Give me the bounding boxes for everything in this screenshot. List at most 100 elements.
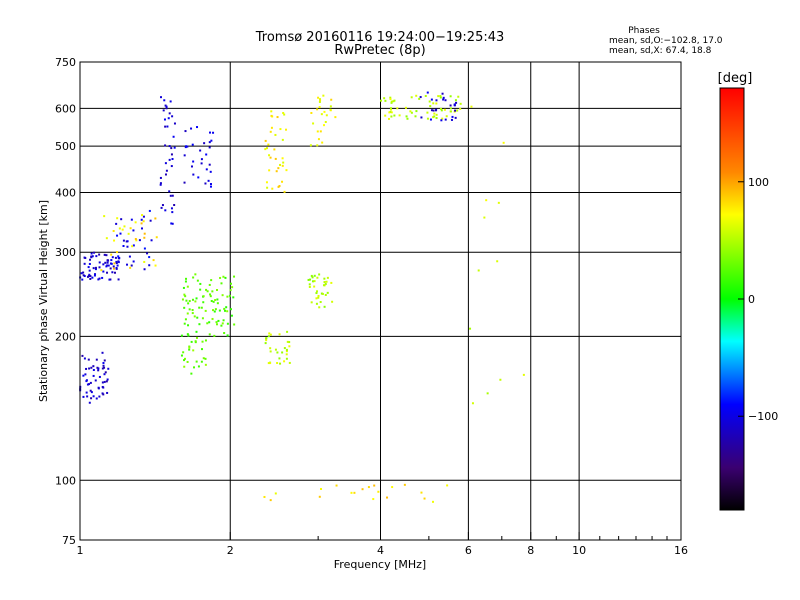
data-point [197,365,200,368]
data-point [415,94,418,97]
data-point [278,333,281,336]
data-point [104,261,107,264]
data-point [183,365,186,368]
data-point [409,110,412,113]
data-point [222,319,225,322]
data-point [330,98,333,101]
data-point [325,280,328,283]
data-point [276,116,279,119]
data-point [268,154,271,157]
data-point [433,112,436,115]
data-point [198,306,201,309]
data-point [319,301,322,304]
data-point [216,298,219,301]
data-point [164,162,167,165]
data-point [101,351,104,354]
data-point [329,105,332,108]
data-point [143,232,146,235]
data-point [455,101,458,104]
data-point [107,367,110,370]
data-point [117,255,120,258]
data-point [183,181,186,184]
data-point [209,293,212,296]
data-point [435,102,438,105]
data-point [386,496,389,499]
data-point [283,190,286,193]
data-point [206,322,209,325]
data-point [279,362,282,365]
data-point [316,290,319,293]
data-point [324,283,327,286]
data-point [390,115,393,118]
data-point [285,348,288,351]
data-point [150,239,153,242]
data-point [271,115,274,118]
data-point [112,229,115,232]
data-point [269,362,272,365]
data-point [115,260,118,263]
data-point [432,500,435,503]
data-point [323,124,326,127]
data-point [211,290,214,293]
data-point [435,99,438,102]
data-point [230,314,233,317]
data-point [165,169,168,172]
data-point [195,336,198,339]
data-point [208,141,211,144]
data-point [209,185,212,188]
y-tick-label: 200 [55,330,76,343]
data-point [268,332,271,335]
data-point [214,308,217,311]
data-point [181,298,184,301]
data-point [132,260,135,263]
data-point [267,335,270,338]
data-points [79,91,525,503]
data-point [454,99,457,102]
grid-lines [79,61,682,541]
data-point [89,277,92,280]
data-point [97,369,100,372]
data-point [82,271,85,274]
data-point [90,252,93,255]
data-point [168,158,171,161]
data-point [211,309,214,312]
data-point [313,285,316,288]
colorbar-label: [deg] [718,71,753,86]
data-point [98,395,101,398]
data-point [108,278,111,281]
data-point [190,127,193,130]
data-point [205,153,208,156]
data-point [213,334,216,337]
data-point [130,218,133,221]
data-point [269,499,272,502]
data-point [113,262,116,265]
data-point [87,358,90,361]
data-point [102,364,105,367]
data-point [316,276,319,279]
data-point [88,273,91,276]
data-point [384,99,387,102]
data-point [522,373,525,376]
data-point [222,275,225,278]
x-tick-label: 1 [77,544,84,557]
data-point [273,148,276,151]
data-point [98,277,101,280]
data-point [388,117,391,120]
data-point [188,348,191,351]
data-point [442,96,445,99]
data-point [201,340,204,343]
data-point [160,206,163,209]
data-point [309,278,312,281]
data-point [98,253,101,256]
data-point [419,96,422,99]
data-point [115,266,118,269]
data-point [92,395,95,398]
data-point [393,114,396,117]
data-point [213,310,216,313]
data-point [317,138,320,141]
data-point [418,97,421,100]
data-point [171,115,174,118]
data-point [318,106,321,109]
data-point [82,374,85,377]
data-point [326,291,329,294]
